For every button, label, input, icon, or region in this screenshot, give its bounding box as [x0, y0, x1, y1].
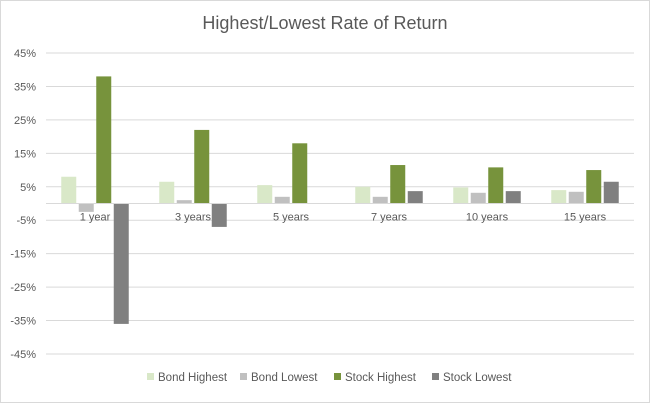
- y-tick-label: 45%: [14, 48, 36, 60]
- x-category-label: 10 years: [466, 212, 509, 224]
- x-category-label: 15 years: [564, 212, 607, 224]
- chart-title: Highest/Lowest Rate of Return: [202, 13, 447, 33]
- y-tick-label: -15%: [10, 249, 36, 261]
- legend: Bond Highest Bond Lowest Stock Highest Stoc…: [147, 372, 512, 384]
- bar-stock-lowest: [211, 203, 227, 227]
- y-tick-label: 15%: [14, 148, 36, 160]
- y-tick-label: -25%: [10, 282, 36, 294]
- legend-swatch: [334, 373, 341, 380]
- bar-bond-highest: [159, 181, 175, 204]
- bar-stock-highest: [586, 170, 602, 204]
- legend-label: Bond Lowest: [251, 372, 318, 384]
- bar-stock-highest: [292, 143, 308, 204]
- y-tick-label: -45%: [10, 349, 36, 361]
- y-tick-label: 35%: [14, 81, 36, 93]
- bar-bond-highest: [355, 186, 371, 204]
- bar-bond-lowest: [470, 192, 486, 204]
- legend-label: Stock Highest: [345, 372, 417, 384]
- y-tick-label: -35%: [10, 316, 36, 328]
- bar-stock-lowest: [407, 191, 423, 204]
- x-category-label: 3 years: [175, 212, 212, 224]
- bar-stock-highest: [194, 129, 210, 204]
- legend-swatch: [147, 373, 154, 380]
- bar-bond-lowest: [274, 196, 290, 204]
- bar-stock-lowest: [505, 191, 521, 204]
- bar-stock-highest: [390, 165, 406, 204]
- bar-stock-lowest: [113, 203, 129, 324]
- y-tick-label: 25%: [14, 115, 36, 127]
- legend-swatch: [432, 373, 439, 380]
- x-category-label: 5 years: [273, 212, 310, 224]
- legend-label: Stock Lowest: [443, 372, 512, 384]
- bar-bond-highest: [61, 176, 77, 204]
- y-tick-label: 5%: [20, 182, 36, 194]
- bar-bond-lowest: [176, 200, 192, 204]
- bar-bond-highest: [257, 185, 273, 204]
- bar-bond-lowest: [78, 203, 94, 212]
- x-axis-category-labels: 1 year 3 years 5 years 7 years 10 years 15 ye…: [80, 212, 607, 224]
- bar-bond-highest: [453, 187, 469, 204]
- bar-stock-highest: [96, 76, 112, 204]
- y-tick-label: -5%: [16, 215, 36, 227]
- y-axis-tick-labels: 45% 35% 25% 15% 5% -5% -15% -25% -35% -45%: [10, 48, 36, 361]
- x-category-label: 7 years: [371, 212, 408, 224]
- bars: [61, 76, 619, 324]
- gridlines: [46, 52, 634, 355]
- legend-label: Bond Highest: [158, 372, 228, 384]
- x-category-label: 1 year: [80, 212, 111, 224]
- bar-bond-highest: [551, 190, 567, 204]
- bar-stock-lowest: [603, 181, 619, 204]
- legend-swatch: [240, 373, 247, 380]
- bar-stock-highest: [488, 167, 504, 204]
- bar-bond-lowest: [372, 196, 388, 204]
- bar-bond-lowest: [568, 191, 584, 204]
